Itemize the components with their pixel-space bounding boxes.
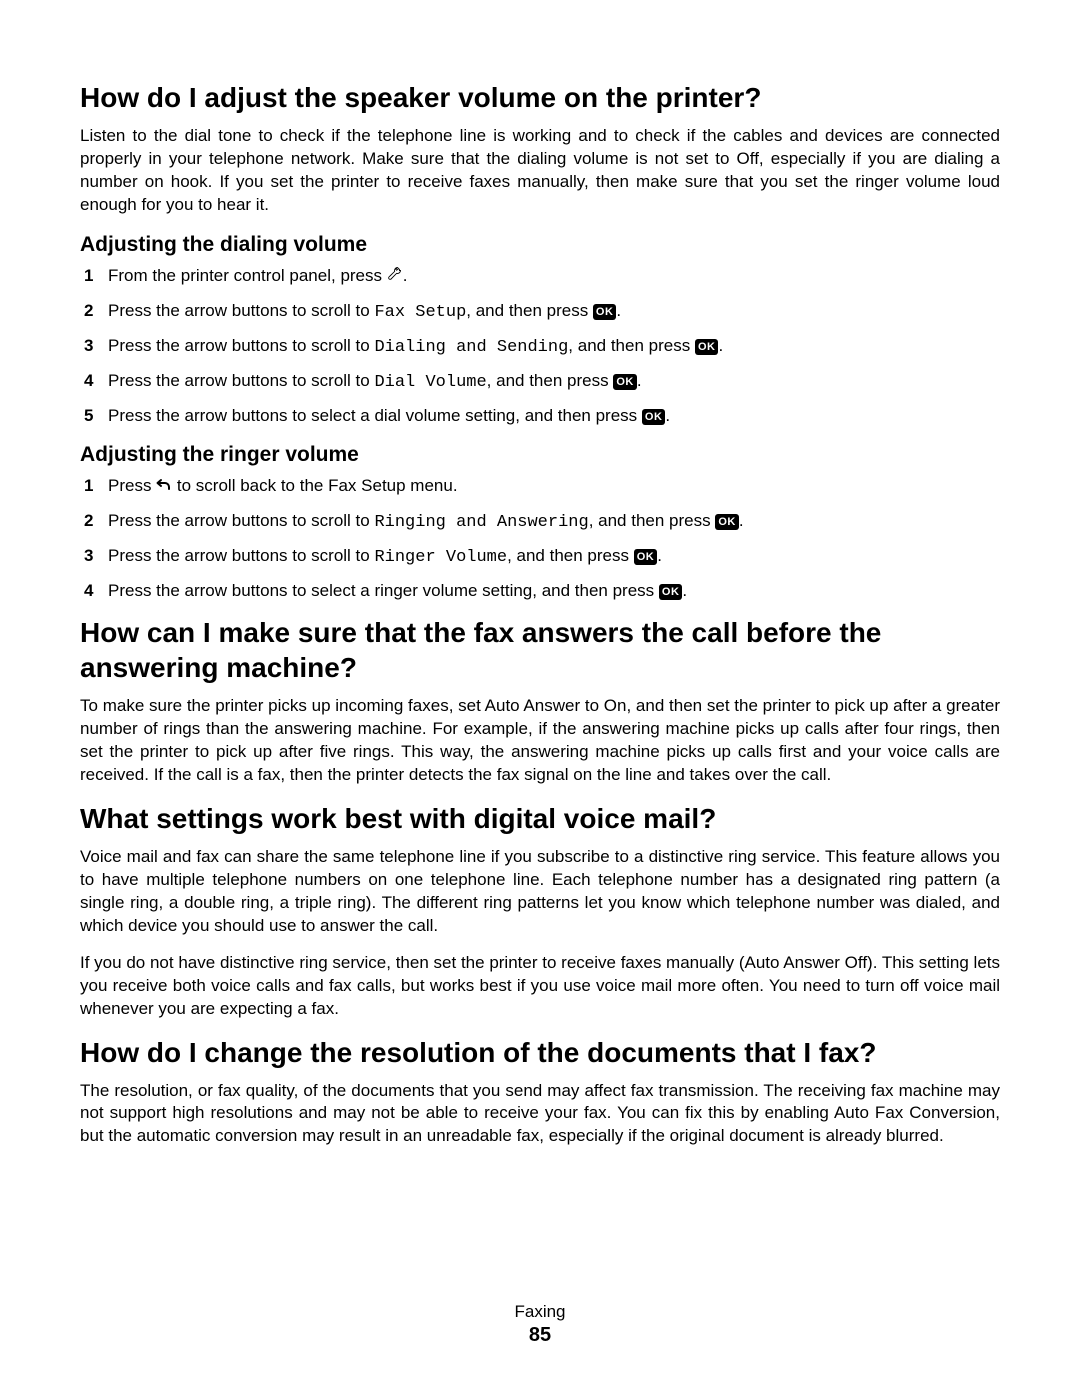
step-text: Press the arrow buttons to scroll to	[108, 301, 374, 320]
step-item: From the printer control panel, press .	[80, 265, 1000, 290]
step-item: Press the arrow buttons to scroll to Dia…	[80, 335, 1000, 360]
back-arrow-icon	[156, 477, 172, 500]
paragraph-speaker-intro: Listen to the dial tone to check if the …	[80, 125, 1000, 217]
steps-dialing-volume: From the printer control panel, press . …	[80, 265, 1000, 428]
steps-ringer-volume: Press to scroll back to the Fax Setup me…	[80, 475, 1000, 603]
step-text-tail: .	[682, 581, 687, 600]
heading-speaker-volume: How do I adjust the speaker volume on th…	[80, 80, 1000, 115]
step-text-tail: .	[657, 546, 662, 565]
code-text: Ringing and Answering	[374, 513, 588, 532]
subheading-dialing-volume: Adjusting the dialing volume	[80, 233, 1000, 257]
step-item: Press the arrow buttons to scroll to Rin…	[80, 510, 1000, 535]
footer-section-label: Faxing	[0, 1302, 1080, 1322]
step-text-mid: , and then press	[589, 511, 716, 530]
ok-icon: OK	[659, 584, 683, 600]
ok-icon: OK	[642, 409, 666, 425]
ok-icon: OK	[715, 514, 739, 530]
step-text: Press	[108, 476, 156, 495]
step-item: Press the arrow buttons to scroll to Rin…	[80, 545, 1000, 570]
code-text: Dialing and Sending	[374, 338, 568, 357]
step-text-mid: , and then press	[466, 301, 593, 320]
step-text-tail: .	[616, 301, 621, 320]
step-text-tail: .	[739, 511, 744, 530]
step-text-tail: to scroll back to the Fax Setup menu.	[172, 476, 457, 495]
step-text: Press the arrow buttons to scroll to	[108, 371, 374, 390]
paragraph-resolution: The resolution, or fax quality, of the d…	[80, 1080, 1000, 1149]
ok-icon: OK	[634, 549, 658, 565]
step-item: Press the arrow buttons to scroll to Fax…	[80, 300, 1000, 325]
step-text: Press the arrow buttons to scroll to	[108, 511, 374, 530]
step-item: Press to scroll back to the Fax Setup me…	[80, 475, 1000, 500]
step-text: Press the arrow buttons to select a ring…	[108, 581, 659, 600]
step-text-mid: , and then press	[568, 336, 695, 355]
step-text-tail: .	[637, 371, 642, 390]
step-text: Press the arrow buttons to scroll to	[108, 336, 374, 355]
heading-digital-voice-mail: What settings work best with digital voi…	[80, 801, 1000, 836]
step-text: Press the arrow buttons to select a dial…	[108, 406, 642, 425]
ok-icon: OK	[613, 374, 637, 390]
document-page: How do I adjust the speaker volume on th…	[0, 0, 1080, 1397]
subheading-ringer-volume: Adjusting the ringer volume	[80, 443, 1000, 467]
code-text: Fax Setup	[374, 303, 466, 322]
code-text: Dial Volume	[374, 373, 486, 392]
step-item: Press the arrow buttons to select a ring…	[80, 580, 1000, 603]
step-text-mid: , and then press	[487, 371, 614, 390]
page-footer: Faxing 85	[0, 1302, 1080, 1347]
step-text: From the printer control panel, press	[108, 266, 387, 285]
heading-change-resolution: How do I change the resolution of the do…	[80, 1035, 1000, 1070]
paragraph-voicemail-1: Voice mail and fax can share the same te…	[80, 846, 1000, 938]
ok-icon: OK	[695, 339, 719, 355]
wrench-icon	[387, 267, 403, 290]
step-text-tail: .	[718, 336, 723, 355]
step-item: Press the arrow buttons to scroll to Dia…	[80, 370, 1000, 395]
footer-page-number: 85	[0, 1324, 1080, 1347]
step-text: Press the arrow buttons to scroll to	[108, 546, 374, 565]
heading-fax-before-answering-machine: How can I make sure that the fax answers…	[80, 615, 1000, 685]
step-text-mid: , and then press	[507, 546, 634, 565]
ok-icon: OK	[593, 304, 617, 320]
paragraph-voicemail-2: If you do not have distinctive ring serv…	[80, 952, 1000, 1021]
step-text-tail: .	[403, 266, 408, 285]
paragraph-fax-answering: To make sure the printer picks up incomi…	[80, 695, 1000, 787]
step-text-tail: .	[665, 406, 670, 425]
code-text: Ringer Volume	[374, 548, 507, 567]
step-item: Press the arrow buttons to select a dial…	[80, 405, 1000, 428]
